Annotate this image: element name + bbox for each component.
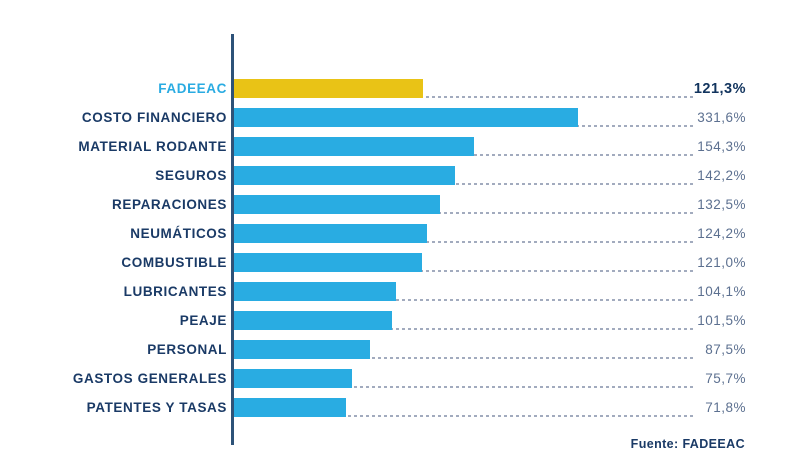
chart-row: COMBUSTIBLE 121,0% — [0, 253, 800, 282]
value-label: 75,7% — [705, 371, 746, 386]
dotted-leader-line — [234, 357, 693, 359]
value-label: 154,3% — [697, 139, 746, 154]
bar — [234, 253, 422, 272]
chart-row: PEAJE 101,5% — [0, 311, 800, 340]
value-label: 101,5% — [697, 313, 746, 328]
chart-rows: FADEEAC 121,3% COSTO FINANCIERO 331,6% MATER… — [0, 79, 800, 427]
dotted-leader-line — [234, 212, 693, 214]
chart-row: PATENTES Y TASAS 71,8% — [0, 398, 800, 427]
category-label: PEAJE — [179, 313, 227, 328]
chart-row: FADEEAC 121,3% — [0, 79, 800, 108]
bar — [234, 79, 423, 98]
category-label: LUBRICANTES — [123, 284, 227, 299]
category-label: REPARACIONES — [112, 197, 227, 212]
bar — [234, 311, 392, 330]
category-label: PATENTES Y TASAS — [86, 400, 227, 415]
bar — [234, 224, 427, 243]
value-label: 331,6% — [697, 110, 746, 125]
y-axis-line — [231, 34, 234, 445]
bar — [234, 166, 455, 185]
value-label: 71,8% — [705, 400, 746, 415]
category-label: SEGUROS — [155, 168, 227, 183]
chart-row: NEUMÁTICOS 124,2% — [0, 224, 800, 253]
bar — [234, 108, 578, 127]
chart-row: COSTO FINANCIERO 331,6% — [0, 108, 800, 137]
category-label: COMBUSTIBLE — [121, 255, 227, 270]
value-label: 104,1% — [697, 284, 746, 299]
chart-row: MATERIAL RODANTE 154,3% — [0, 137, 800, 166]
bar — [234, 137, 474, 156]
dotted-leader-line — [234, 183, 693, 185]
category-label: NEUMÁTICOS — [130, 226, 227, 241]
value-label: 142,2% — [697, 168, 746, 183]
value-label: 121,3% — [693, 81, 746, 97]
value-label: 124,2% — [697, 226, 746, 241]
category-label: COSTO FINANCIERO — [81, 110, 227, 125]
dotted-leader-line — [234, 96, 693, 98]
category-label: FADEEAC — [158, 81, 227, 96]
bar — [234, 282, 396, 301]
dotted-leader-line — [234, 415, 693, 417]
value-label: 87,5% — [705, 342, 746, 357]
chart-row: SEGUROS 142,2% — [0, 166, 800, 195]
chart-row: LUBRICANTES 104,1% — [0, 282, 800, 311]
value-label: 121,0% — [697, 255, 746, 270]
chart-row: GASTOS GENERALES 75,7% — [0, 369, 800, 398]
category-label: GASTOS GENERALES — [72, 371, 227, 386]
dotted-leader-line — [234, 386, 693, 388]
category-label: PERSONAL — [147, 342, 227, 357]
bar — [234, 340, 370, 359]
chart-row: REPARACIONES 132,5% — [0, 195, 800, 224]
source-caption: Fuente: FADEEAC — [630, 437, 745, 451]
dotted-leader-line — [234, 299, 693, 301]
bar — [234, 398, 346, 417]
chart-row: PERSONAL 87,5% — [0, 340, 800, 369]
dotted-leader-line — [234, 270, 693, 272]
category-label: MATERIAL RODANTE — [78, 139, 227, 154]
dotted-leader-line — [234, 328, 693, 330]
bar — [234, 195, 440, 214]
bar — [234, 369, 352, 388]
value-label: 132,5% — [697, 197, 746, 212]
dotted-leader-line — [234, 241, 693, 243]
